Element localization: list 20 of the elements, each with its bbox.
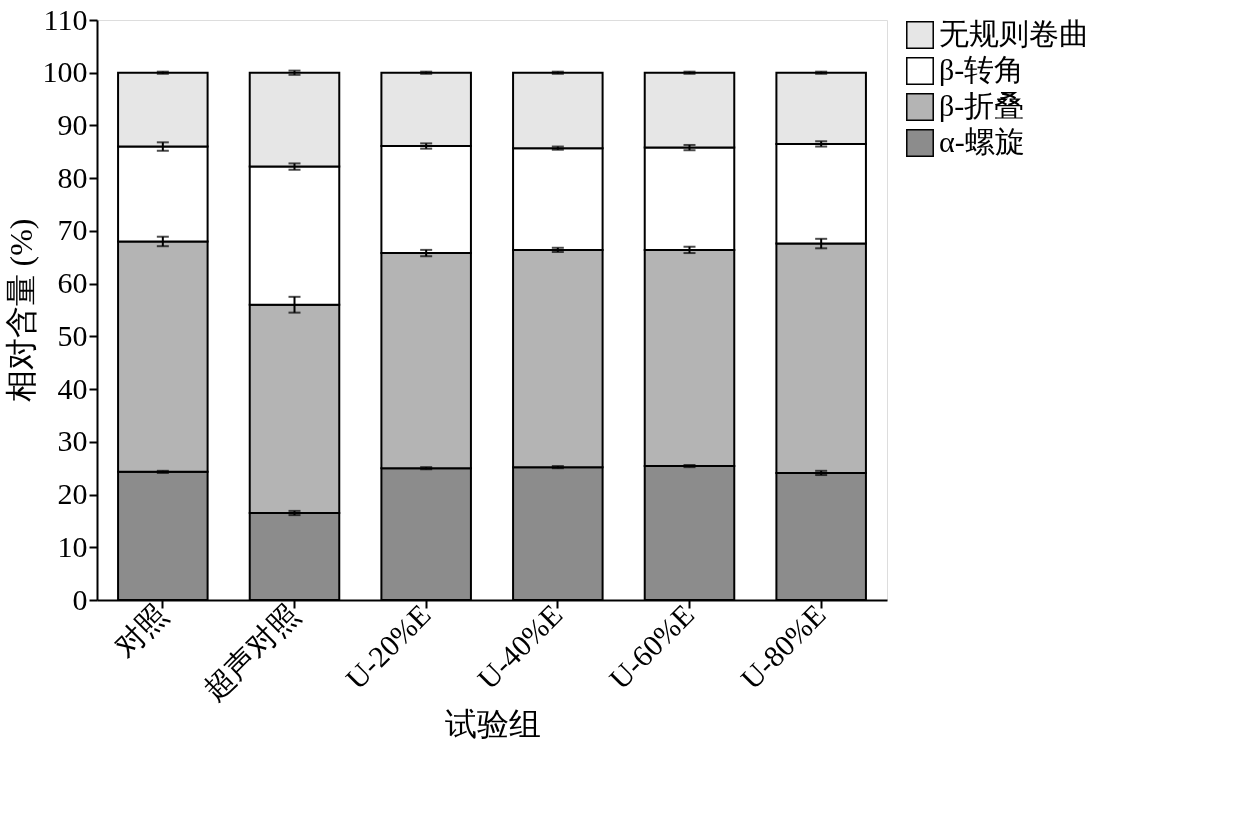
y-tick-label: 20 — [57, 477, 88, 511]
x-axis-title: 试验组 — [444, 705, 541, 742]
legend-label: β-折叠 — [939, 89, 1025, 122]
y-tick-label: 60 — [57, 266, 88, 300]
y-axis-title: 相对含量 (%) — [2, 218, 39, 403]
legend-label: β-转角 — [939, 53, 1025, 86]
y-tick-label: 40 — [57, 371, 88, 405]
x-tick-label: 对照 — [107, 597, 174, 664]
y-tick-label: 10 — [57, 529, 88, 563]
y-tick-label: 110 — [43, 2, 88, 36]
legend-label: 无规则卷曲 — [939, 17, 1089, 50]
y-tick-label: 50 — [57, 318, 88, 352]
y-tick-label: 30 — [57, 424, 88, 458]
y-tick-label: 90 — [57, 107, 88, 141]
y-tick-label: 100 — [42, 55, 88, 89]
y-tick-label: 70 — [57, 213, 88, 247]
legend-label: α-螺旋 — [939, 125, 1025, 158]
y-tick-label: 80 — [57, 160, 88, 194]
y-tick-label: 0 — [72, 582, 88, 616]
x-tick-label: 超声对照 — [196, 597, 306, 706]
